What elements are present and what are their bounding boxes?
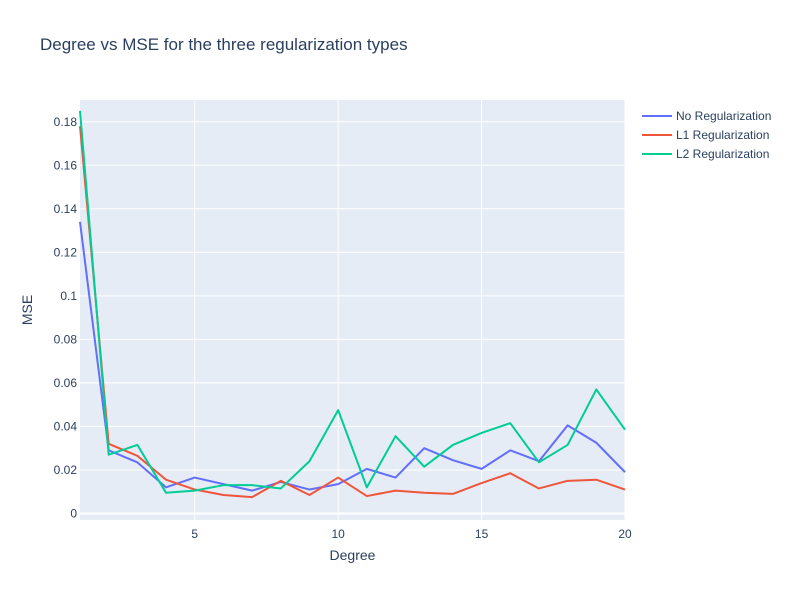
legend[interactable]: No Regularization L1 Regularization L2 Reg… [642, 109, 771, 161]
y-axis-ticks: 0 0.02 0.04 0.06 0.08 0.1 0.12 0.14 0.16 0.18 [54, 115, 78, 521]
y-tick-label: 0.02 [54, 463, 78, 477]
y-tick-label: 0.18 [54, 115, 78, 129]
y-tick-label: 0.14 [54, 202, 78, 216]
legend-item-l1-regularization[interactable]: L1 Regularization [642, 128, 769, 142]
x-axis-label: Degree [330, 547, 376, 563]
y-tick-label: 0.04 [54, 419, 78, 433]
y-tick-label: 0 [70, 506, 77, 520]
legend-item-l2-regularization[interactable]: L2 Regularization [642, 147, 769, 161]
series-line-no-regularization[interactable] [79, 221, 626, 492]
y-tick-label: 0.16 [54, 158, 78, 172]
y-tick-label: 0.08 [54, 332, 78, 346]
y-tick-label: 0.1 [60, 289, 77, 303]
chart-title: Degree vs MSE for the three regularizati… [40, 35, 408, 54]
series-lines [79, 110, 626, 499]
legend-label: L2 Regularization [676, 147, 769, 161]
x-axis-ticks: 5 10 15 20 [191, 527, 632, 541]
x-tick-label: 10 [331, 527, 345, 541]
x-tick-label: 20 [618, 527, 632, 541]
legend-item-no-regularization[interactable]: No Regularization [642, 109, 771, 123]
y-axis-label: MSE [19, 295, 35, 325]
series-line-l1-regularization[interactable] [79, 126, 626, 499]
x-tick-label: 15 [475, 527, 489, 541]
series-line-l2-regularization[interactable] [79, 110, 626, 494]
y-tick-label: 0.06 [54, 376, 78, 390]
x-tick-label: 5 [191, 527, 198, 541]
legend-label: L1 Regularization [676, 128, 769, 142]
legend-label: No Regularization [676, 109, 771, 123]
grid-lines [80, 100, 626, 520]
y-tick-label: 0.12 [54, 245, 78, 259]
